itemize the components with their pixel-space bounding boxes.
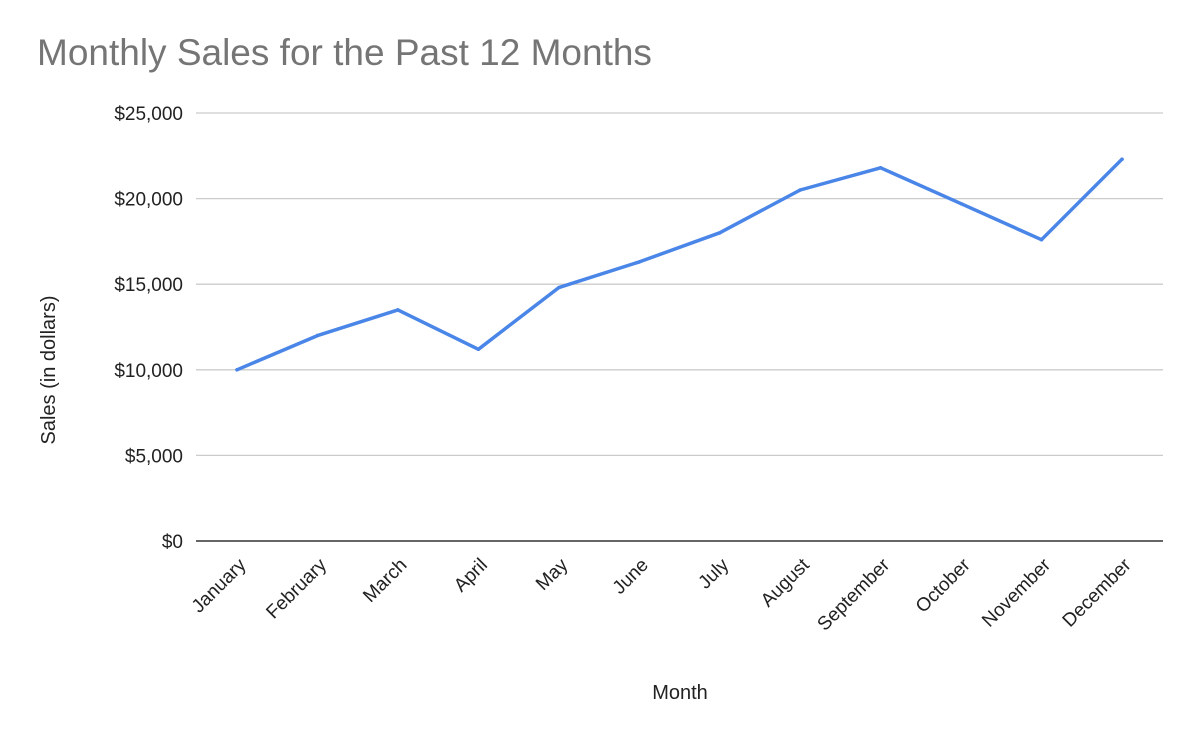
x-tick-label: December — [1059, 554, 1136, 631]
series-line — [235, 157, 1124, 372]
data-point — [235, 368, 239, 372]
y-axis-label: Sales (in dollars) — [38, 296, 60, 445]
y-tick-label: $0 — [162, 532, 183, 553]
gridlines — [196, 112, 1163, 457]
x-tick-label: June — [609, 555, 653, 599]
data-point — [476, 347, 481, 352]
y-tick-label: $20,000 — [114, 190, 183, 211]
x-tick-label: May — [532, 554, 573, 595]
x-tick-label: September — [814, 554, 895, 635]
y-tick-label: $25,000 — [114, 104, 183, 125]
y-tick-label: $5,000 — [125, 446, 183, 467]
chart-title: Monthly Sales for the Past 12 Months — [37, 32, 652, 73]
data-point — [1120, 157, 1124, 161]
data-point — [637, 260, 642, 264]
y-tick-label: $15,000 — [114, 275, 183, 296]
x-tick-label: November — [978, 554, 1055, 631]
x-tick-label: August — [757, 554, 814, 611]
data-point — [557, 285, 561, 290]
x-tick-label: January — [188, 554, 251, 617]
data-point — [959, 201, 963, 206]
x-tick-label: July — [695, 554, 734, 593]
data-point — [878, 166, 883, 170]
x-tick-label: February — [262, 554, 331, 623]
data-point — [396, 308, 400, 312]
x-tick-label: April — [450, 555, 492, 597]
data-point — [1039, 237, 1044, 242]
series-group — [235, 157, 1124, 372]
data-point — [315, 333, 320, 338]
data-point — [798, 188, 802, 192]
x-axis-ticks: January February March April May June July Augu… — [188, 554, 1136, 635]
x-axis-label: Month — [652, 682, 708, 704]
x-tick-label: March — [359, 555, 411, 607]
data-point — [717, 231, 722, 235]
y-axis-ticks: $0 $5,000 $10,000 $15,000 $20,000 $25,000 — [114, 104, 183, 553]
y-tick-label: $10,000 — [114, 361, 183, 382]
x-tick-label: October — [912, 554, 975, 617]
